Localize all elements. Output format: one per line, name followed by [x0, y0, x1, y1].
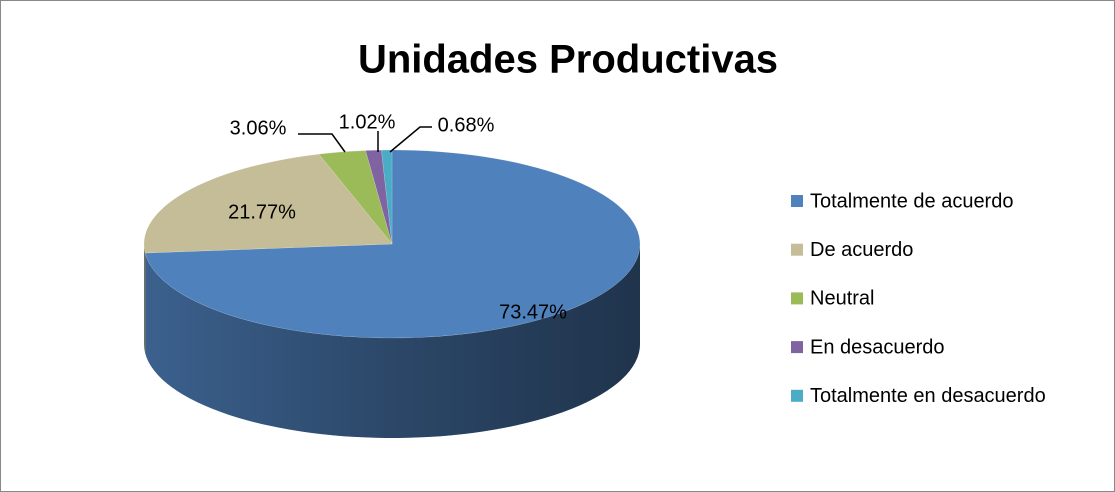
data-label: 1.02% — [339, 111, 396, 133]
pie-slice — [144, 149, 641, 339]
data-label: 73.47% — [499, 301, 567, 323]
legend-swatch — [791, 243, 803, 256]
data-label: 21.77% — [228, 201, 296, 223]
legend-label: De acuerdo — [810, 239, 913, 261]
data-label: 3.06% — [230, 117, 287, 139]
legend-swatch — [791, 292, 803, 305]
leader-line — [389, 126, 432, 153]
legend-label: Totalmente en desacuerdo — [810, 385, 1046, 407]
data-label: 0.68% — [438, 114, 495, 136]
pie-slice — [143, 153, 393, 254]
legend-label: En desacuerdo — [810, 336, 945, 358]
legend-swatch — [791, 195, 803, 207]
leader-line — [298, 133, 346, 153]
pie-slice — [365, 149, 393, 245]
chart-title: Unidades Productivas — [358, 38, 778, 82]
legend-label: Neutral — [810, 288, 874, 310]
legend-label: Totalmente de acuerdo — [810, 190, 1013, 212]
legend-swatch — [791, 341, 803, 354]
legend-swatch — [791, 389, 803, 402]
pie-slice — [318, 150, 393, 245]
pie-side-shade — [144, 244, 146, 354]
pie-side-shade — [145, 244, 640, 438]
